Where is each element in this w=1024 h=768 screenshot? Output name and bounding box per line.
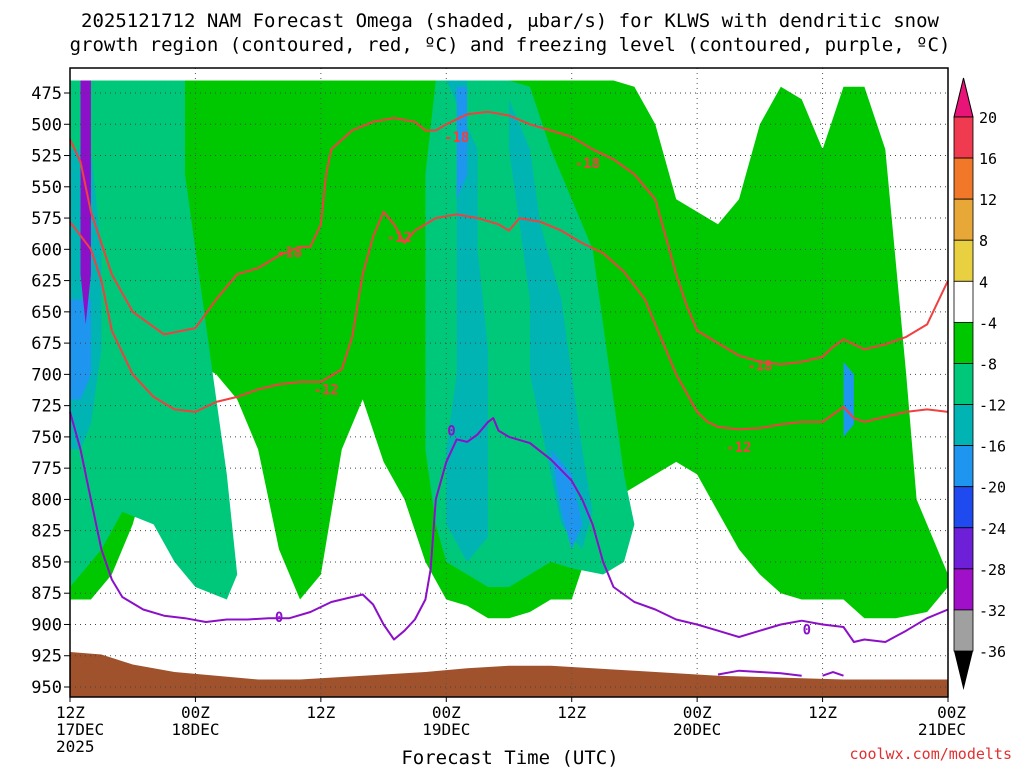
contour-label-3: -18 — [747, 359, 772, 375]
colorbar-label-13: -36 — [979, 643, 1006, 661]
omega-region-1 — [70, 80, 238, 600]
y-tick-label-725: 725 — [31, 397, 62, 417]
contour-label-4: -12 — [726, 440, 751, 456]
colorbar-label-5: -4 — [979, 314, 997, 332]
dgz-label-0: -18 — [277, 245, 302, 261]
plot-frame — [69, 67, 949, 698]
colorbar-bottom-arrow — [954, 651, 973, 690]
colorbar-swatch-8 — [953, 445, 974, 488]
colorbar-swatch-1 — [953, 157, 974, 200]
colorbar-label-2: 12 — [979, 191, 997, 209]
y-tick-label-750: 750 — [31, 428, 62, 448]
y-tick-label-675: 675 — [31, 334, 62, 354]
x-tick-label-12-0: 00Z — [181, 703, 210, 722]
dgz-label-1: -12 — [313, 382, 338, 398]
colorbar-label-8: -16 — [979, 438, 1006, 456]
omega-region-9 — [843, 361, 854, 437]
y-axis: 475 500 525 550 575 600 625 650 675 700 725 750 775 8… — [31, 84, 70, 698]
chart-title-line-1: 2025121712 NAM Forecast Omega (shaded, μ… — [81, 10, 939, 32]
x-tick-label-0-0: 12Z — [56, 703, 85, 722]
y-tick-label-525: 525 — [31, 147, 62, 167]
x-tick-label-12-1: 18DEC — [171, 720, 219, 739]
colorbar-label-1: 16 — [979, 150, 997, 168]
x-tick-label-60-0: 00Z — [683, 703, 712, 722]
colorbar-swatch-10 — [953, 527, 974, 570]
colorbar-swatch-11 — [953, 568, 974, 611]
colorbar-swatch-5 — [953, 321, 974, 364]
x-tick-label-84-0: 00Z — [937, 703, 966, 722]
y-tick-label-550: 550 — [31, 178, 62, 198]
x-tick-label-48-0: 12Z — [557, 703, 586, 722]
colorbar-swatch-9 — [953, 486, 974, 529]
colorbar-swatch-3 — [953, 239, 974, 282]
colorbar-swatch-2 — [953, 198, 974, 241]
omega-region-4 — [509, 99, 593, 550]
contour-label-0: -18 — [444, 130, 469, 146]
colorbar-swatch-4 — [953, 280, 974, 323]
colorbar-label-7: -12 — [979, 397, 1006, 415]
contour-label-6: 0 — [803, 622, 811, 638]
freezing-level-contour — [69, 411, 949, 643]
colorbar-label-9: -20 — [979, 479, 1006, 497]
freezing-segment-0 — [717, 669, 802, 677]
colorbar: 20 16 12 8 4 -4 -8 -12 -16 -20 -24 -28 -32 -36 — [953, 77, 1006, 690]
x-axis-label: Forecast Time (UTC) — [401, 747, 618, 768]
colorbar-label-10: -24 — [979, 520, 1006, 538]
y-tick-label-925: 925 — [31, 647, 62, 667]
contour-label-5: 0 — [447, 424, 455, 440]
omega-region-10 — [80, 80, 91, 325]
y-tick-label-950: 950 — [31, 678, 62, 698]
contour-label-1: -18 — [575, 156, 600, 172]
terrain-fill — [70, 652, 948, 697]
x-tick-label-72-0: 12Z — [808, 703, 837, 722]
freezing-segment-1 — [822, 670, 844, 677]
y-tick-label-625: 625 — [31, 272, 62, 292]
y-tick-label-575: 575 — [31, 209, 62, 229]
colorbar-swatch-6 — [953, 363, 974, 405]
plot-area: -18 -12 0 -18 -18 -12 -18 -12 0 0 — [69, 67, 949, 698]
colorbar-label-0: 20 — [979, 109, 997, 127]
colorbar-label-4: 4 — [979, 273, 988, 291]
y-tick-label-600: 600 — [31, 240, 62, 260]
x-tick-label-0-2: 2025 — [56, 737, 95, 756]
omega-region-8 — [550, 449, 583, 550]
colorbar-top-arrow — [953, 77, 974, 118]
dgz-contour-minus12-1 — [69, 210, 949, 431]
y-tick-label-800: 800 — [31, 490, 62, 510]
colorbar-label-11: -28 — [979, 561, 1006, 579]
y-tick-label-875: 875 — [31, 584, 62, 604]
temperature-contours: -18 -12 0 -18 -18 -12 -18 -12 0 0 — [69, 110, 949, 677]
freezing-label: 0 — [275, 610, 283, 626]
contour-label-2: -12 — [387, 230, 412, 246]
y-tick-label-775: 775 — [31, 459, 62, 479]
x-tick-label-84-1: 21DEC — [918, 720, 966, 739]
y-tick-label-825: 825 — [31, 522, 62, 542]
colorbar-label-3: 8 — [979, 232, 988, 250]
y-tick-label-850: 850 — [31, 553, 62, 573]
y-tick-label-900: 900 — [31, 615, 62, 635]
omega-shading — [70, 80, 948, 619]
x-tick-label-36-1: 19DEC — [422, 720, 470, 739]
colorbar-swatch-0 — [953, 116, 974, 159]
colorbar-swatch-7 — [953, 404, 974, 447]
y-tick-label-650: 650 — [31, 303, 62, 323]
colorbar-label-12: -32 — [979, 602, 1006, 620]
chart-title-line-2: growth region (contoured, red, ºC) and f… — [70, 34, 951, 56]
terrain-polygon — [70, 652, 948, 697]
colorbar-label-6: -8 — [979, 355, 997, 373]
credit-text: coolwx.com/modelts — [849, 745, 1012, 763]
colorbar-swatch-12 — [953, 609, 974, 652]
x-tick-label-60-1: 20DEC — [673, 720, 721, 739]
x-tick-label-0-1: 17DEC — [56, 720, 104, 739]
y-tick-label-500: 500 — [31, 115, 62, 135]
y-tick-label-475: 475 — [31, 84, 62, 104]
y-tick-label-700: 700 — [31, 365, 62, 385]
x-tick-label-36-0: 00Z — [432, 703, 461, 722]
x-tick-label-24-0: 12Z — [306, 703, 335, 722]
dgz-contour-minus18-0 — [69, 110, 949, 366]
